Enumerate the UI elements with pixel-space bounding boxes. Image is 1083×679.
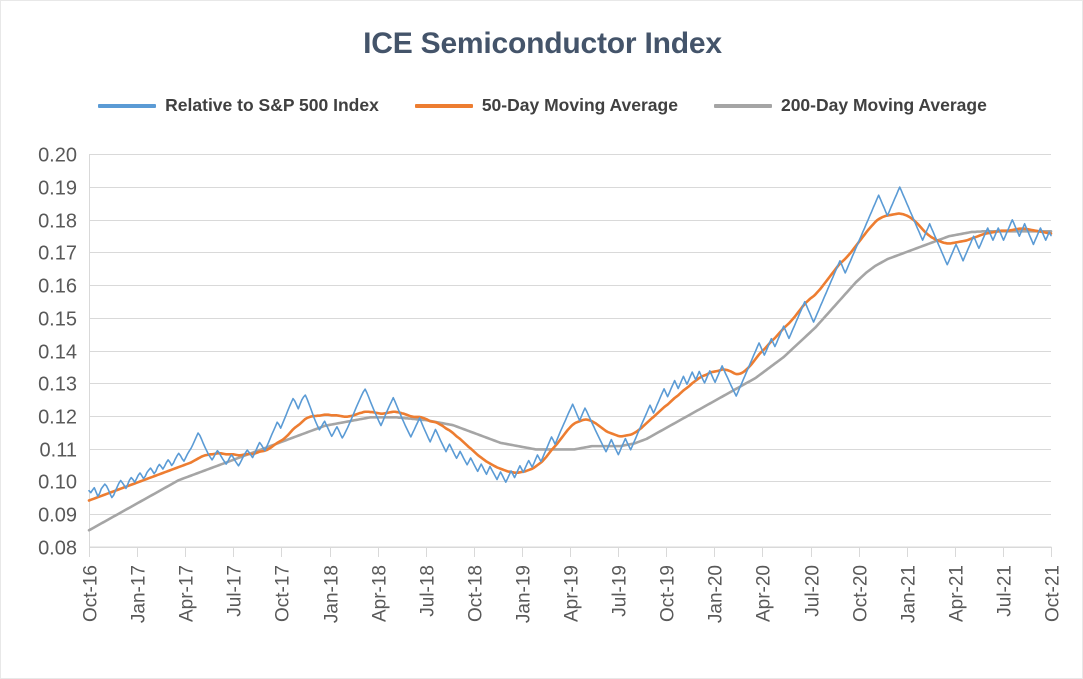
x-axis-tick-label: Jan-19 [514,565,535,623]
y-axis-tick-label: 0.11 [40,440,77,462]
x-axis-tick-label: Jul-18 [418,565,439,617]
x-axis-tick-label: Apr-17 [177,565,198,622]
legend-swatch-ma200-line [713,103,772,108]
legend-item-ma200[interactable]: 200-Day Moving Average [713,95,987,116]
chart-x-axis-ticks [89,547,1052,557]
y-axis-tick-label: 0.14 [38,342,77,364]
legend-swatch-relative-line [98,103,157,108]
series-line-ma200 [87,229,1053,532]
x-axis-tick-label: Jan-20 [706,565,727,623]
x-axis-tick-label: Oct-19 [658,565,679,622]
chart-gridlines [89,154,1052,548]
chart-series-lines [87,186,1053,532]
chart-y-axis-labels: 0.20 0.19 0.18 0.17 0.16 0.15 0.14 0.13 0.12 0.11… [38,145,77,560]
y-axis-tick-label: 0.18 [38,211,77,233]
chart-legend: Relative to S&P 500 Index 50-Day Moving … [1,95,1082,116]
x-axis-tick-label: Apr-18 [370,565,391,622]
y-axis-tick-label: 0.10 [38,472,77,494]
x-axis-tick-label: Oct-20 [851,565,872,622]
legend-item-relative[interactable]: Relative to S&P 500 Index [98,95,379,116]
series-line-relative [88,186,1052,499]
y-axis-tick-label: 0.13 [38,374,77,396]
chart-title: ICE Semiconductor Index [363,27,722,60]
x-axis-tick-label: Jan-18 [322,565,343,623]
x-axis-tick-label: Oct-16 [81,565,102,622]
x-axis-tick-label: Jul-21 [995,565,1016,617]
legend-label-ma50: 50-Day Moving Average [481,95,678,115]
x-axis-tick-label: Jul-20 [803,565,824,617]
legend-swatch-ma50-line [414,103,473,108]
y-axis-tick-label: 0.15 [38,309,77,331]
y-axis-tick-label: 0.19 [38,178,77,200]
legend-item-ma50[interactable]: 50-Day Moving Average [414,95,678,116]
x-axis-tick-label: Jan-21 [899,565,920,623]
y-axis-tick-label: 0.09 [38,505,77,527]
x-axis-tick-label: Oct-21 [1043,565,1064,622]
x-axis-tick-label: Apr-21 [947,565,968,622]
x-axis-tick-label: Oct-17 [273,565,294,622]
y-axis-tick-label: 0.17 [38,243,77,265]
x-axis-tick-label: Apr-20 [754,565,775,622]
chart-x-axis-labels: Oct-16 Jan-17 Apr-17 Jul-17 Oct-17 Jan-18 Apr-… [81,565,1064,623]
x-axis-tick-label: Jul-19 [610,565,631,617]
y-axis-tick-label: 0.20 [38,145,77,167]
legend-label-relative: Relative to S&P 500 Index [165,95,379,115]
y-axis-tick-label: 0.08 [38,538,77,560]
x-axis-tick-label: Jan-17 [129,565,150,623]
legend-label-ma200: 200-Day Moving Average [780,95,987,115]
y-axis-tick-label: 0.12 [38,407,77,429]
y-axis-tick-label: 0.16 [38,276,77,298]
x-axis-tick-label: Apr-19 [562,565,583,622]
x-axis-tick-label: Jul-17 [225,565,246,617]
x-axis-tick-label: Oct-18 [466,565,487,622]
